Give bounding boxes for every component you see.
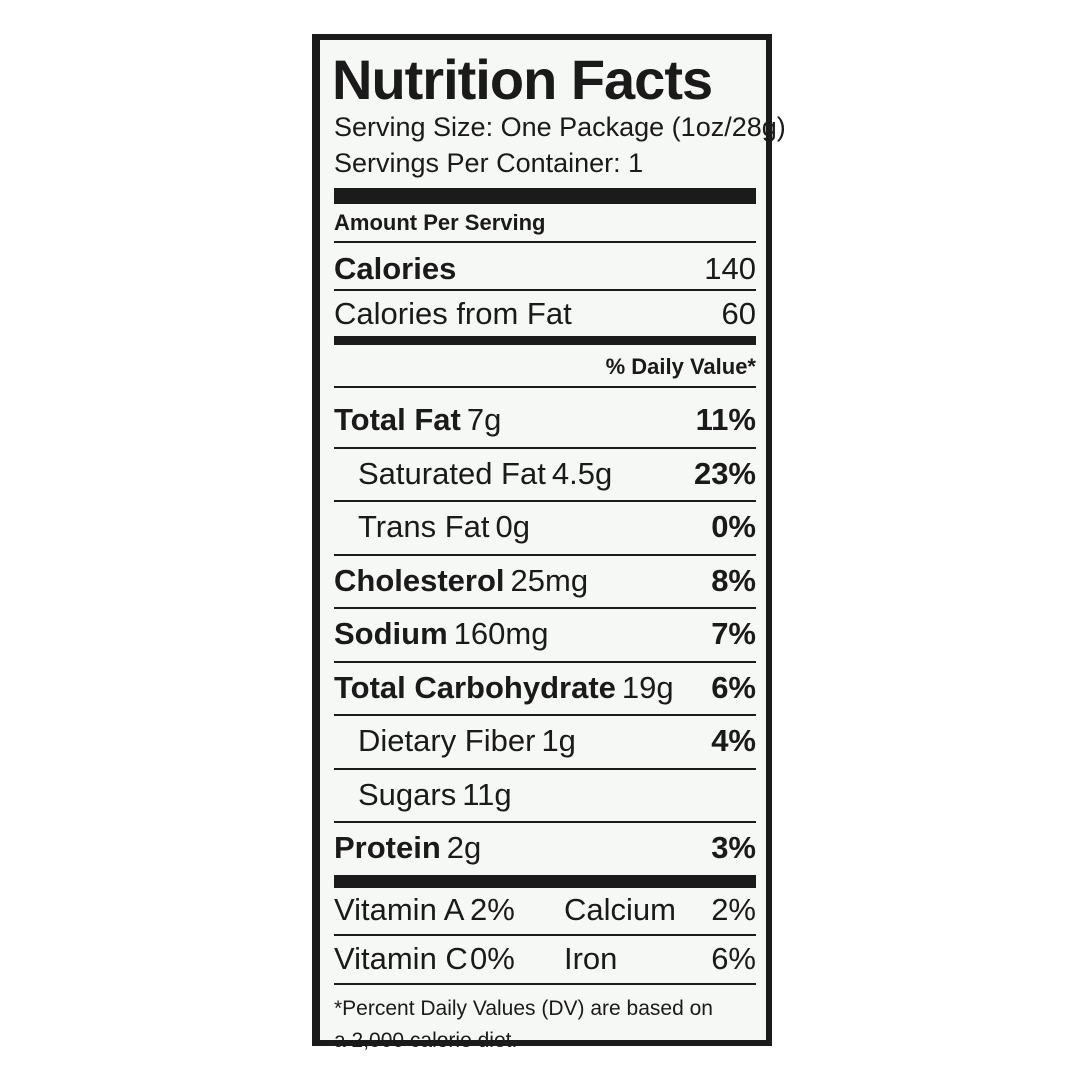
- nutrient-name: Total Carbohydrate: [334, 669, 616, 705]
- nutrient-row: Trans Fat 0g: [358, 511, 530, 542]
- nutrient-name: Trans Fat: [358, 509, 490, 544]
- nutrient-name: Dietary Fiber: [358, 723, 536, 758]
- nutrition-label: Nutrition Facts Serving Size: One Packag…: [312, 34, 786, 1051]
- nutrient-dv: 11%: [695, 402, 756, 437]
- rule: [334, 821, 756, 823]
- nutrient-dv: 6%: [711, 669, 756, 705]
- calories-from-fat-value: 60: [721, 296, 756, 331]
- rule: [334, 553, 756, 556]
- nutrient-amount: 7g: [466, 402, 502, 437]
- footnote-line: a 2,000 calorie diet.: [334, 1028, 518, 1052]
- nutrient-row: Protein 2g: [334, 832, 481, 863]
- rule: [334, 289, 756, 291]
- nutrient-name: Sodium: [334, 616, 448, 651]
- nutrient-row: Total Carbohydrate 19g: [334, 672, 674, 703]
- rule: [334, 446, 756, 449]
- nutrient-row: Sugars 11g: [358, 779, 512, 810]
- vitamin-name: Vitamin A: [334, 891, 465, 927]
- calories-value: 140: [704, 251, 756, 286]
- nutrient-amount: 160mg: [453, 616, 549, 651]
- label-title: Nutrition Facts: [332, 48, 713, 111]
- calories-label: Calories: [334, 251, 457, 286]
- nutrient-dv: 7%: [711, 616, 756, 651]
- vitamin-dv: 6%: [711, 940, 756, 976]
- servings-per-container: Servings Per Container: 1: [334, 148, 644, 178]
- nutrient-row: Dietary Fiber 1g: [358, 725, 576, 756]
- nutrient-dv: 3%: [711, 830, 756, 865]
- nutrient-row: Cholesterol 25mg: [334, 565, 588, 596]
- footnote-line: *Percent Daily Values (DV) are based on: [334, 996, 713, 1020]
- nutrient-dv: 4%: [711, 723, 756, 758]
- vitamin-dv: 2%: [711, 891, 756, 927]
- rule: [334, 982, 756, 985]
- daily-value-header: % Daily Value*: [605, 354, 756, 379]
- rule: [334, 241, 756, 243]
- nutrient-name: Sugars: [358, 776, 457, 812]
- calories-from-fat-label: Calories from Fat: [334, 296, 572, 331]
- vitamin-name: Calcium: [564, 891, 676, 927]
- nutrient-amount: 1g: [541, 723, 576, 758]
- nutrient-name: Total Fat: [334, 402, 461, 437]
- rule: [334, 933, 756, 936]
- rule: [334, 386, 756, 388]
- rule: [334, 767, 756, 770]
- nutrient-amount: 11g: [462, 776, 512, 812]
- nutrient-name: Protein: [334, 830, 441, 865]
- rule: [334, 607, 756, 609]
- nutrient-name: Saturated Fat: [358, 455, 546, 491]
- rule: [334, 500, 756, 502]
- nutrient-name: Cholesterol: [334, 562, 505, 598]
- nutrient-amount: 4.5g: [551, 455, 613, 491]
- vitamin-name: Vitamin C: [334, 940, 468, 976]
- medium-rule: [334, 336, 756, 345]
- nutrient-amount: 19g: [621, 669, 674, 705]
- serving-size: Serving Size: One Package (1oz/28g): [334, 112, 786, 142]
- rule: [334, 660, 756, 663]
- nutrient-amount: 0g: [495, 509, 530, 544]
- nutrient-dv: 23%: [693, 455, 756, 491]
- nutrient-row: Saturated Fat 4.5g: [358, 458, 612, 489]
- amount-per-serving: Amount Per Serving: [334, 210, 546, 235]
- nutrient-amount: 2g: [446, 830, 482, 865]
- thick-rule: [334, 188, 756, 204]
- nutrient-dv: 8%: [711, 562, 756, 598]
- thick-rule: [334, 874, 756, 888]
- nutrient-row: Sodium 160mg: [334, 618, 548, 649]
- nutrient-row: Total Fat 7g: [334, 404, 501, 435]
- vitamin-dv: 2%: [470, 891, 515, 927]
- nutrient-amount: 25mg: [510, 562, 589, 598]
- nutrient-dv: 0%: [711, 509, 756, 544]
- rule: [334, 714, 756, 716]
- vitamin-name: Iron: [564, 940, 618, 976]
- vitamin-dv: 0%: [470, 940, 515, 976]
